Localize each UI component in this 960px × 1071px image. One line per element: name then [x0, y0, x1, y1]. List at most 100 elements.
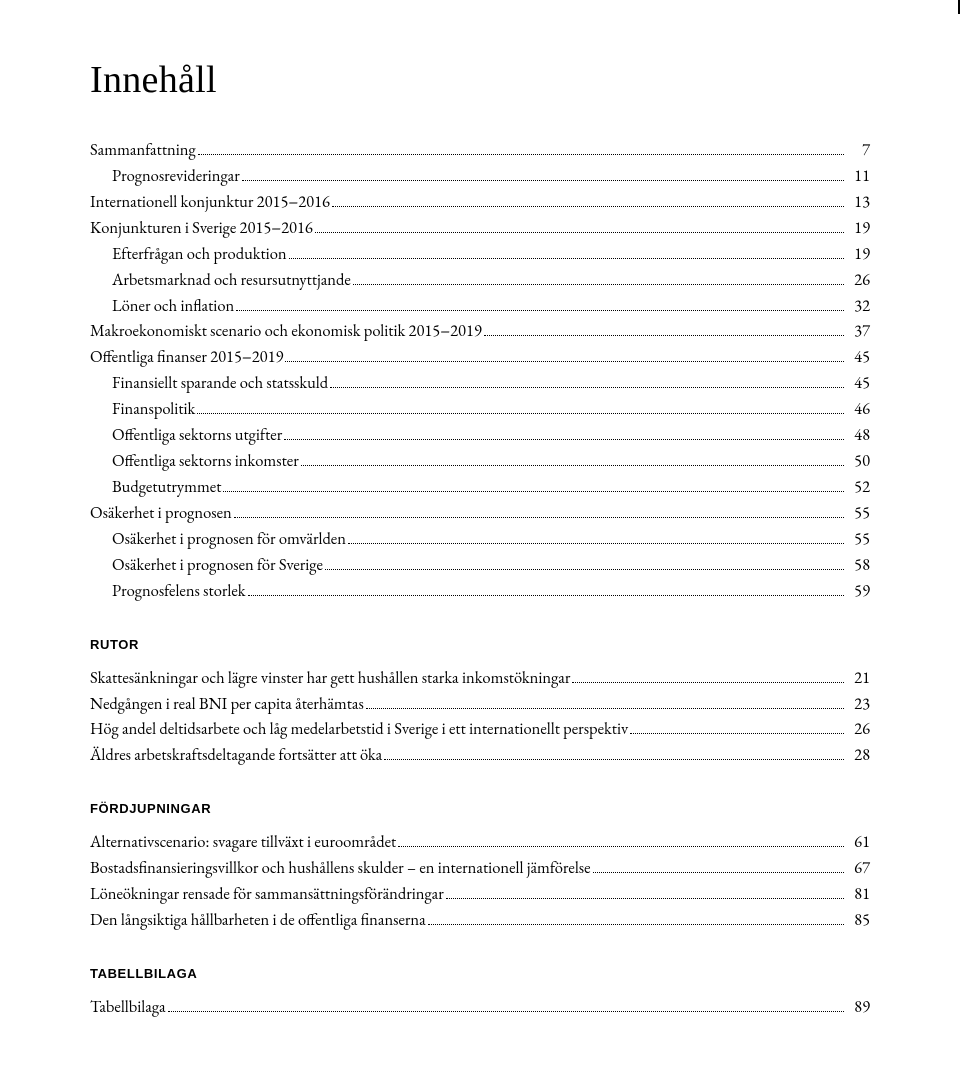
toc-entry-page: 37 — [846, 319, 870, 343]
toc-entry: Prognosrevideringar 11 — [90, 164, 870, 188]
toc-leader-dots — [630, 733, 844, 734]
toc-entry: Nedgången i real BNI per capita återhämt… — [90, 692, 870, 716]
toc-entry-page: 7 — [846, 138, 870, 162]
toc-leader-dots — [301, 465, 844, 466]
toc-entry-page: 26 — [846, 268, 870, 292]
toc-entry-label: Alternativscenario: svagare tillväxt i e… — [90, 830, 396, 854]
toc-entry-page: 50 — [846, 449, 870, 473]
toc-entry: Osäkerhet i prognosen för omvärlden 55 — [90, 527, 870, 551]
toc-entry-label: Offentliga sektorns inkomster — [112, 449, 299, 473]
toc-entry: Löner och inflation 32 — [90, 294, 870, 318]
toc-entry: Löneökningar rensade för sammansättnings… — [90, 882, 870, 906]
toc-entry-page: 26 — [846, 717, 870, 741]
toc-entry-page: 55 — [846, 527, 870, 551]
toc-entry: Konjunkturen i Sverige 2015−201619 — [90, 216, 870, 240]
toc-leader-dots — [223, 491, 844, 492]
toc-entry-page: 11 — [846, 164, 870, 188]
toc-leader-dots — [484, 335, 844, 336]
toc-leader-dots — [198, 154, 844, 155]
toc-entry: Hög andel deltidsarbete och låg medelarb… — [90, 717, 870, 741]
toc-entry-page: 28 — [846, 743, 870, 767]
toc-leader-dots — [353, 284, 844, 285]
toc-entry: Offentliga sektorns inkomster 50 — [90, 449, 870, 473]
toc-leader-dots — [234, 517, 844, 518]
toc-entry: Äldres arbetskraftsdeltagande fortsätter… — [90, 743, 870, 767]
toc-entry: Arbetsmarknad och resursutnyttjande 26 — [90, 268, 870, 292]
toc-leader-dots — [366, 708, 844, 709]
toc-leader-dots — [285, 361, 844, 362]
toc-entry-label: Finanspolitik — [112, 397, 195, 421]
toc-entry-label: Osäkerhet i prognosen för Sverige — [112, 553, 323, 577]
toc-entry-page: 67 — [846, 856, 870, 880]
section-heading: FÖRDJUPNINGAR — [90, 801, 870, 816]
toc-entry: Offentliga sektorns utgifter48 — [90, 423, 870, 447]
toc-entry: Internationell konjunktur 2015−2016 13 — [90, 190, 870, 214]
toc-entry: Den långsiktiga hållbarheten i de offent… — [90, 908, 870, 932]
toc-entry-page: 61 — [846, 830, 870, 854]
toc-leader-dots — [446, 898, 844, 899]
toc-leader-dots — [289, 258, 844, 259]
section-heading: RUTOR — [90, 637, 870, 652]
toc-entry-page: 89 — [846, 995, 870, 1019]
toc-leader-dots — [236, 310, 844, 311]
toc-entry: Finanspolitik 46 — [90, 397, 870, 421]
toc-entry: Alternativscenario: svagare tillväxt i e… — [90, 830, 870, 854]
toc-leader-dots — [572, 682, 844, 683]
toc-entry-label: Tabellbilaga — [90, 995, 166, 1019]
toc-leader-dots — [197, 413, 844, 414]
spacer — [90, 769, 870, 779]
toc-entry: Finansiellt sparande och statsskuld 45 — [90, 371, 870, 395]
toc-entry-label: Skattesänkningar och lägre vinster har g… — [90, 666, 570, 690]
toc-entry-label: Offentliga finanser 2015−2019 — [90, 345, 283, 369]
toc-entry: Makroekonomiskt scenario och ekonomisk p… — [90, 319, 870, 343]
toc-leader-dots — [330, 387, 844, 388]
toc-leader-dots — [325, 569, 844, 570]
toc-entry-label: Arbetsmarknad och resursutnyttjande — [112, 268, 351, 292]
toc-entry-label: Löneökningar rensade för sammansättnings… — [90, 882, 444, 906]
toc-entry: Budgetutrymmet 52 — [90, 475, 870, 499]
toc-entry-page: 13 — [846, 190, 870, 214]
toc-entry-label: Prognosfelens storlek — [112, 579, 246, 603]
toc-entry-page: 32 — [846, 294, 870, 318]
toc-leader-dots — [593, 872, 844, 873]
toc-entry-page: 52 — [846, 475, 870, 499]
toc-leader-dots — [168, 1011, 844, 1012]
toc-entry-label: Löner och inflation — [112, 294, 234, 318]
toc-entry-page: 85 — [846, 908, 870, 932]
toc-leader-dots — [348, 543, 844, 544]
toc-entry-page: 23 — [846, 692, 870, 716]
toc-entry: Offentliga finanser 2015−2019 45 — [90, 345, 870, 369]
toc-entry-label: Hög andel deltidsarbete och låg medelarb… — [90, 717, 628, 741]
toc-leader-dots — [398, 846, 844, 847]
toc-entry-label: Osäkerhet i prognosen för omvärlden — [112, 527, 346, 551]
toc-entry-page: 19 — [846, 216, 870, 240]
toc-leader-dots — [284, 439, 844, 440]
toc-entry-page: 59 — [846, 579, 870, 603]
section-heading: TABELLBILAGA — [90, 966, 870, 981]
toc-entry: Prognosfelens storlek 59 — [90, 579, 870, 603]
toc-entry-label: Sammanfattning — [90, 138, 196, 162]
toc-entry-page: 45 — [846, 345, 870, 369]
toc-leader-dots — [242, 180, 844, 181]
toc-entry-label: Finansiellt sparande och statsskuld — [112, 371, 328, 395]
toc-entry-label: Budgetutrymmet — [112, 475, 221, 499]
toc-entry-page: 45 — [846, 371, 870, 395]
toc-entry: Osäkerhet i prognosen55 — [90, 501, 870, 525]
toc-leader-dots — [428, 924, 844, 925]
table-of-contents: Sammanfattning7Prognosrevideringar11Inte… — [90, 138, 870, 1031]
toc-leader-dots — [315, 232, 844, 233]
toc-entry-label: Prognosrevideringar — [112, 164, 240, 188]
spacer — [90, 1021, 870, 1031]
toc-entry-label: Makroekonomiskt scenario och ekonomisk p… — [90, 319, 482, 343]
toc-entry-label: Osäkerhet i prognosen — [90, 501, 232, 525]
toc-entry-label: Internationell konjunktur 2015−2016 — [90, 190, 330, 214]
toc-entry: Sammanfattning 7 — [90, 138, 870, 162]
page-title: Innehåll — [90, 58, 870, 102]
toc-entry-label: Efterfrågan och produktion — [112, 242, 287, 266]
toc-entry-page: 46 — [846, 397, 870, 421]
toc-entry-page: 21 — [846, 666, 870, 690]
toc-entry: Efterfrågan och produktion 19 — [90, 242, 870, 266]
toc-entry-page: 19 — [846, 242, 870, 266]
toc-entry: Bostadsfinansieringsvillkor och hushålle… — [90, 856, 870, 880]
toc-entry: Skattesänkningar och lägre vinster har g… — [90, 666, 870, 690]
